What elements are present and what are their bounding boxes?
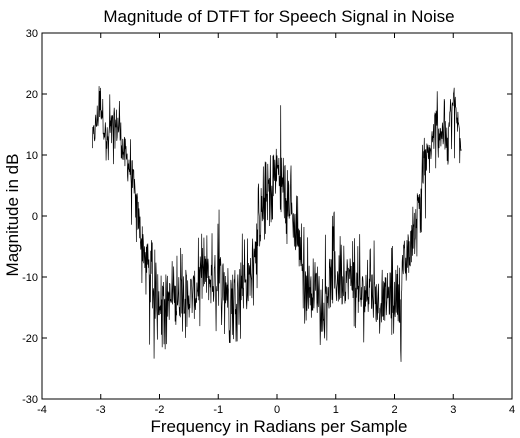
plot-area-frame [41,32,513,400]
x-tick-label: 2 [391,404,397,416]
x-tick-label: 0 [274,404,280,416]
x-tick-label: -3 [96,404,106,416]
x-ticks: -4 -3 -2 -1 0 1 2 3 4 [37,33,515,416]
x-tick-label: -1 [213,404,223,416]
x-axis-label: Frequency in Radians per Sample [150,417,407,436]
series-layer [92,86,462,362]
dtft-magnitude-line [92,86,462,362]
x-tick-label: -2 [155,404,165,416]
y-tick-label: 20 [26,89,38,101]
y-axis-label: Magnitude in dB [3,154,22,277]
y-tick-label: -10 [22,272,38,284]
y-tick-label: -30 [22,394,38,406]
y-tick-label: 0 [32,211,38,223]
chart-title: Magnitude of DTFT for Speech Signal in N… [103,7,454,26]
y-tick-label: -20 [22,333,38,345]
y-ticks: -30 -20 -10 0 10 20 30 [22,28,512,406]
y-tick-label: 10 [26,150,38,162]
x-tick-label: 1 [333,404,339,416]
x-tick-label: 4 [509,404,515,416]
x-tick-label: -4 [37,404,47,416]
x-tick-label: 3 [450,404,456,416]
y-tick-label: 30 [26,28,38,40]
